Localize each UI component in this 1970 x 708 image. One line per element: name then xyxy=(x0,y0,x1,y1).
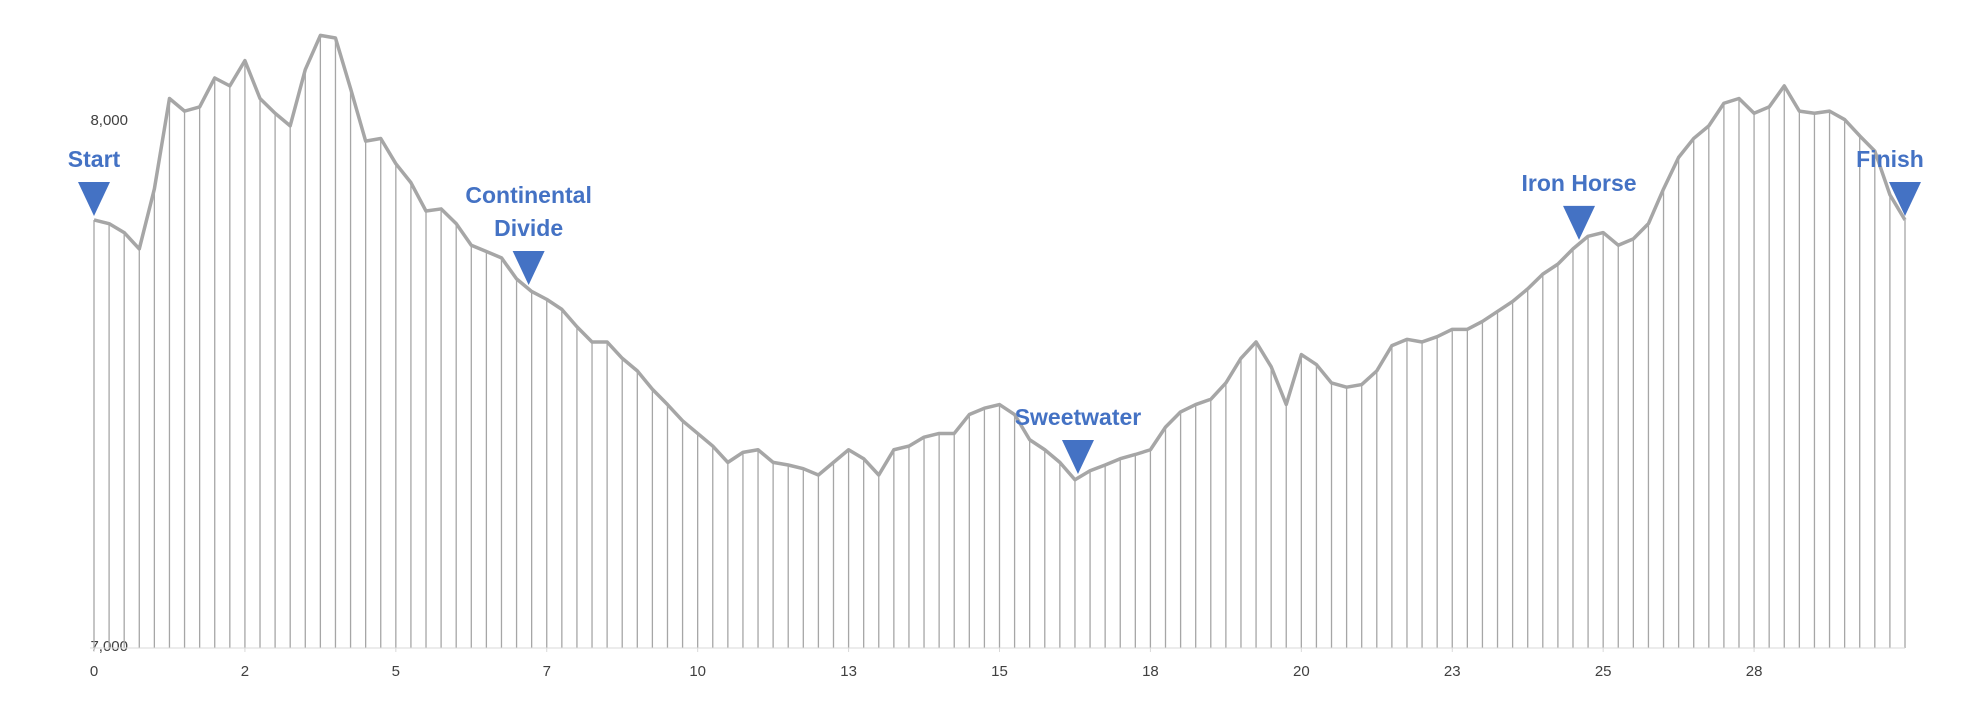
elevation-line xyxy=(93,33,1907,482)
annotation-marker xyxy=(1061,439,1094,474)
annotation-marker xyxy=(1563,205,1596,240)
x-tick-label: 10 xyxy=(689,663,706,680)
x-tick-label: 2 xyxy=(241,663,249,680)
x-tick-label: 23 xyxy=(1444,663,1461,680)
y-tick-label: 8,000 xyxy=(90,112,128,129)
x-tick-label: 25 xyxy=(1595,663,1612,680)
x-tick-label: 0 xyxy=(90,663,98,680)
x-tick-label: 7 xyxy=(543,663,551,680)
x-tick-label: 18 xyxy=(1142,663,1159,680)
annotation-label: Continental Divide xyxy=(465,181,592,241)
x-tick-label: 5 xyxy=(392,663,400,680)
x-tick-label: 28 xyxy=(1746,663,1763,680)
annotation-marker xyxy=(1889,181,1921,216)
x-tick-label: 13 xyxy=(840,663,857,680)
annotation-label: Start xyxy=(67,145,121,172)
annotation-marker xyxy=(78,181,110,216)
annotation-label: Iron Horse xyxy=(1521,169,1637,196)
annotation-marker xyxy=(512,250,545,285)
annotation-label: Sweetwater xyxy=(1014,403,1142,430)
annotation-label: Finish xyxy=(1856,145,1924,172)
x-tick-label: 15 xyxy=(991,663,1008,680)
x-tick-label: 20 xyxy=(1293,663,1310,680)
